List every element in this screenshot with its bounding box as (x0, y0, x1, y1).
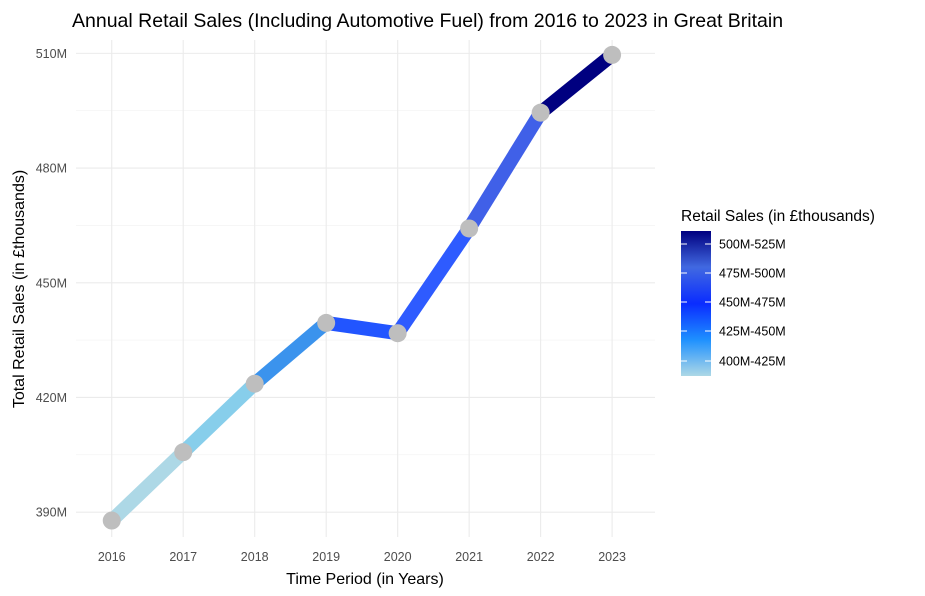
x-tick-label: 2016 (98, 550, 126, 564)
legend-label: 400M-425M (719, 355, 786, 369)
data-point (603, 45, 622, 64)
data-point (460, 219, 479, 238)
series-line (106, 49, 617, 526)
series-points (102, 45, 622, 530)
x-axis-ticks: 2016 2017 2018 2019 2020 2021 2022 2023 (98, 550, 626, 564)
x-axis-title: Time Period (in Years) (286, 571, 444, 588)
line-segment (106, 447, 189, 526)
y-axis-ticks: 390M 420M 450M 480M 510M (36, 47, 67, 520)
y-axis-title: Total Retail Sales (in £thousands) (11, 170, 28, 408)
legend-colorbar (681, 231, 711, 376)
legend-label: 500M-525M (719, 238, 786, 252)
line-segment (325, 315, 399, 341)
data-point (531, 103, 550, 122)
legend-label: 450M-475M (719, 296, 786, 310)
line-segment (391, 224, 475, 338)
legend-title: Retail Sales (in £thousands) (681, 208, 875, 225)
y-tick-label: 480M (36, 162, 67, 176)
data-point (174, 443, 193, 462)
chart-title: Annual Retail Sales (Including Automotiv… (72, 10, 783, 32)
y-tick-label: 390M (36, 506, 67, 520)
data-point (245, 374, 264, 393)
legend-label: 475M-500M (719, 267, 786, 281)
y-tick-label: 420M (36, 391, 67, 405)
legend-label: 425M-450M (719, 325, 786, 339)
grid (76, 40, 655, 537)
y-tick-label: 510M (36, 47, 67, 61)
x-tick-label: 2017 (169, 550, 197, 564)
line-segment (178, 378, 260, 458)
data-point (388, 324, 407, 343)
line-segment (536, 49, 617, 119)
line-segment (250, 317, 331, 390)
y-tick-label: 450M (36, 276, 67, 290)
x-tick-label: 2018 (241, 550, 269, 564)
x-tick-label: 2023 (598, 550, 626, 564)
legend: Retail Sales (in £thousands) 500M-525M 47… (681, 208, 875, 376)
x-tick-label: 2020 (384, 550, 412, 564)
data-point (102, 511, 121, 530)
legend-labels: 500M-525M 475M-500M 450M-475M 425M-450M 400M… (681, 238, 786, 369)
x-tick-label: 2019 (312, 550, 340, 564)
line-segment (463, 108, 547, 233)
x-tick-label: 2021 (455, 550, 483, 564)
data-point (317, 313, 336, 332)
x-tick-label: 2022 (527, 550, 555, 564)
